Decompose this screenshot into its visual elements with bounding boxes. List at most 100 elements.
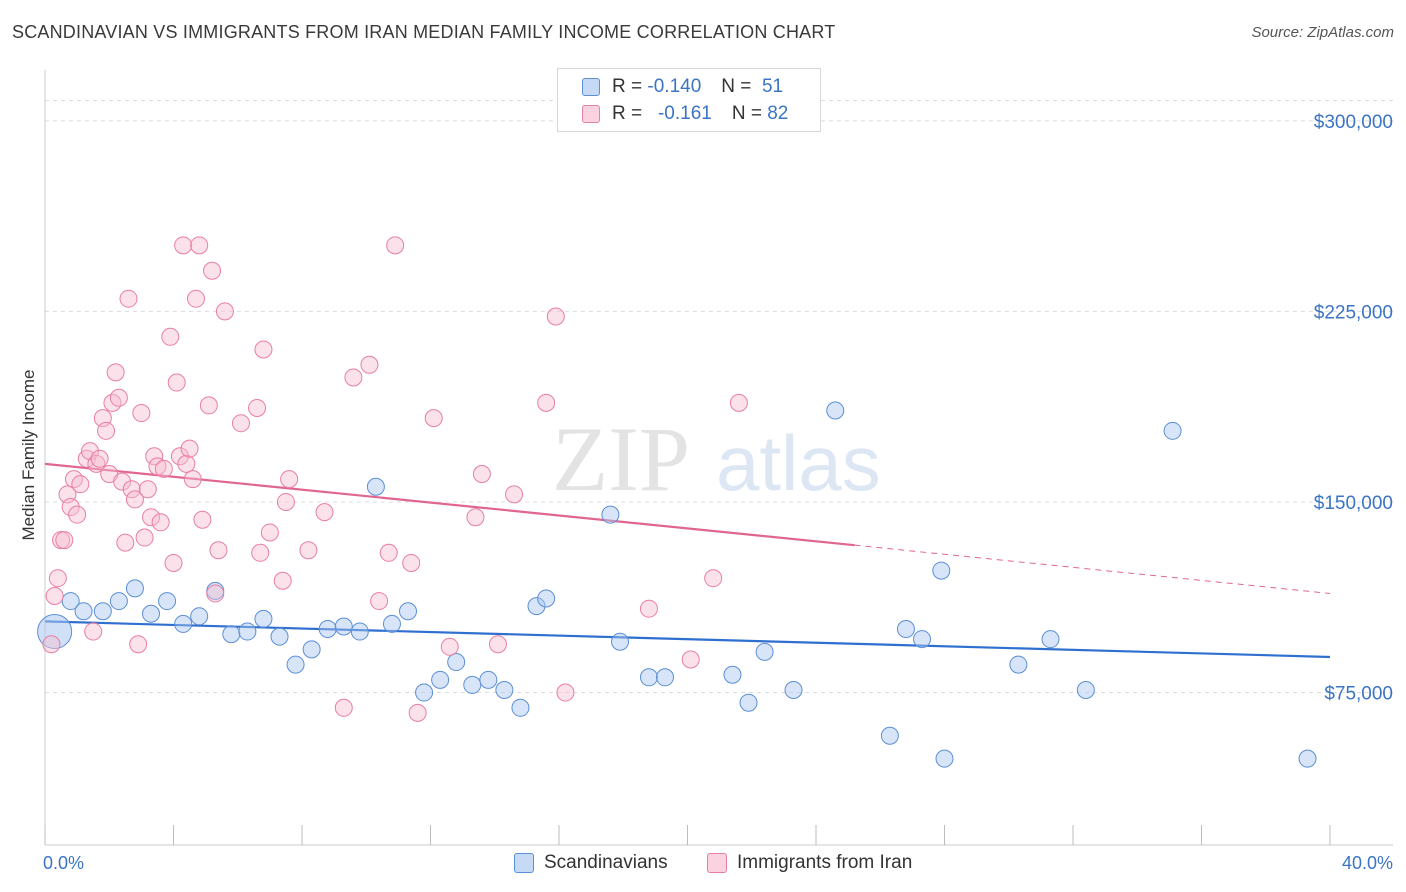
series-legend-label: Scandinavians	[544, 852, 668, 873]
scandinavian-point	[601, 505, 620, 524]
iran-point	[186, 289, 205, 308]
scandinavian-point	[495, 681, 514, 699]
iran-point	[61, 498, 80, 517]
iran-point	[97, 421, 116, 440]
scandinavian-point	[1298, 749, 1317, 768]
iran-point	[138, 480, 157, 499]
scandinavian-point	[431, 670, 450, 689]
scandinavian-point	[222, 625, 241, 644]
legend-r-label: R =	[612, 103, 643, 124]
series-legend-iran[interactable]: Immigrants from Iran	[707, 852, 912, 874]
iran-point	[273, 571, 292, 590]
scandinavian-point	[537, 589, 556, 608]
scandinavian-point	[415, 683, 434, 702]
iran-point	[386, 236, 405, 255]
iran-point	[424, 409, 443, 428]
legend-row-scandinavians: R = -0.140 N = 51	[582, 75, 783, 99]
iran-point	[215, 302, 234, 321]
trend-lines	[44, 462, 1331, 659]
iran-point	[276, 492, 295, 511]
series-legend-scandinavians[interactable]: Scandinavians	[514, 852, 668, 874]
scandinavian-point	[74, 602, 93, 621]
scandinavian-point	[238, 622, 257, 641]
iran-point	[639, 599, 658, 618]
chart-source: Source: ZipAtlas.com	[1251, 24, 1394, 41]
legend-swatch-scandinavians	[582, 78, 600, 96]
scandinavian-point	[302, 640, 321, 659]
iran-point	[122, 480, 141, 499]
series-legend-label: Immigrants from Iran	[737, 852, 913, 873]
series-swatch-scandinavians	[514, 853, 534, 873]
scandinavian-point	[932, 561, 951, 580]
scandinavian-point	[447, 653, 466, 672]
iran-point	[546, 307, 565, 326]
iran-point	[556, 683, 575, 702]
series-legend: Scandinavians Immigrants from Iran	[0, 852, 1406, 878]
iran-point	[167, 373, 186, 392]
scandinavian-point	[190, 607, 209, 626]
iran-point	[109, 388, 128, 407]
iran-point	[193, 510, 212, 529]
scandinavian-point	[611, 632, 630, 651]
watermark-atlas: atlas	[716, 419, 881, 507]
scandinavian-point	[784, 681, 803, 699]
chart-title: SCANDINAVIAN VS IMMIGRANTS FROM IRAN MED…	[12, 22, 836, 42]
scandinavian-point	[109, 592, 128, 611]
iran-point	[45, 586, 64, 605]
legend-r-value: -0.161	[657, 103, 712, 124]
scandinavian-point	[37, 614, 73, 650]
axes	[44, 70, 1393, 846]
iran-trend-line	[44, 462, 855, 547]
scandinavian-point	[479, 670, 498, 689]
legend-row-iran: R = -0.161 N = 82	[582, 102, 788, 126]
iran-point	[537, 393, 556, 412]
iran-point	[177, 454, 196, 473]
y-axis-label: Median Family Income	[19, 369, 38, 540]
iran-point	[151, 513, 170, 532]
y-tick-labels: $75,000 $150,000 $225,000 $300,000	[1314, 112, 1393, 705]
legend-n-label: N =	[731, 103, 762, 124]
iran-point	[299, 541, 318, 560]
iran-point	[408, 703, 427, 722]
legend-n-label: N =	[721, 76, 752, 97]
iran-point	[206, 584, 225, 603]
iran-point	[280, 470, 299, 489]
scandinavian-point	[93, 602, 112, 621]
scandinavian-point	[656, 668, 675, 687]
scandinavian-point	[286, 655, 305, 674]
iran-point	[125, 490, 144, 509]
scandinavian-point	[1076, 681, 1095, 699]
scandinavian-trend-line	[44, 620, 1331, 659]
iran-point	[729, 393, 748, 412]
iran-point	[505, 485, 524, 504]
iran-point	[472, 465, 491, 484]
iran-point	[231, 414, 250, 433]
iran-point	[209, 541, 228, 560]
iran-point	[260, 523, 279, 542]
scandinavian-point	[382, 614, 401, 633]
iran-point	[248, 398, 267, 417]
iran-point	[87, 454, 106, 473]
scandinavian-point	[1163, 421, 1182, 440]
legend-n-value: 51	[761, 76, 784, 97]
iran-point	[334, 698, 353, 717]
iran-point	[203, 261, 222, 280]
scandinavian-point	[739, 693, 758, 712]
legend-n-value: 82	[767, 103, 789, 124]
iran-point	[254, 340, 273, 359]
iran-point	[84, 622, 103, 641]
iran-point	[402, 553, 421, 572]
iran-point	[190, 236, 209, 255]
y-tick-label: $150,000	[1314, 493, 1393, 514]
x-tick-label: 40.0%	[1342, 853, 1393, 873]
scandinavian-point	[158, 592, 177, 611]
scandinavian-point	[755, 642, 774, 661]
iran-point	[90, 449, 109, 468]
scandinavian-point	[511, 698, 530, 717]
iran-point	[344, 368, 363, 387]
scandinavian-point	[61, 592, 80, 611]
scandinavian-point	[254, 609, 273, 628]
scandinavian-point	[270, 627, 289, 646]
iran-point	[106, 363, 125, 382]
scandinavian-point	[174, 614, 193, 633]
